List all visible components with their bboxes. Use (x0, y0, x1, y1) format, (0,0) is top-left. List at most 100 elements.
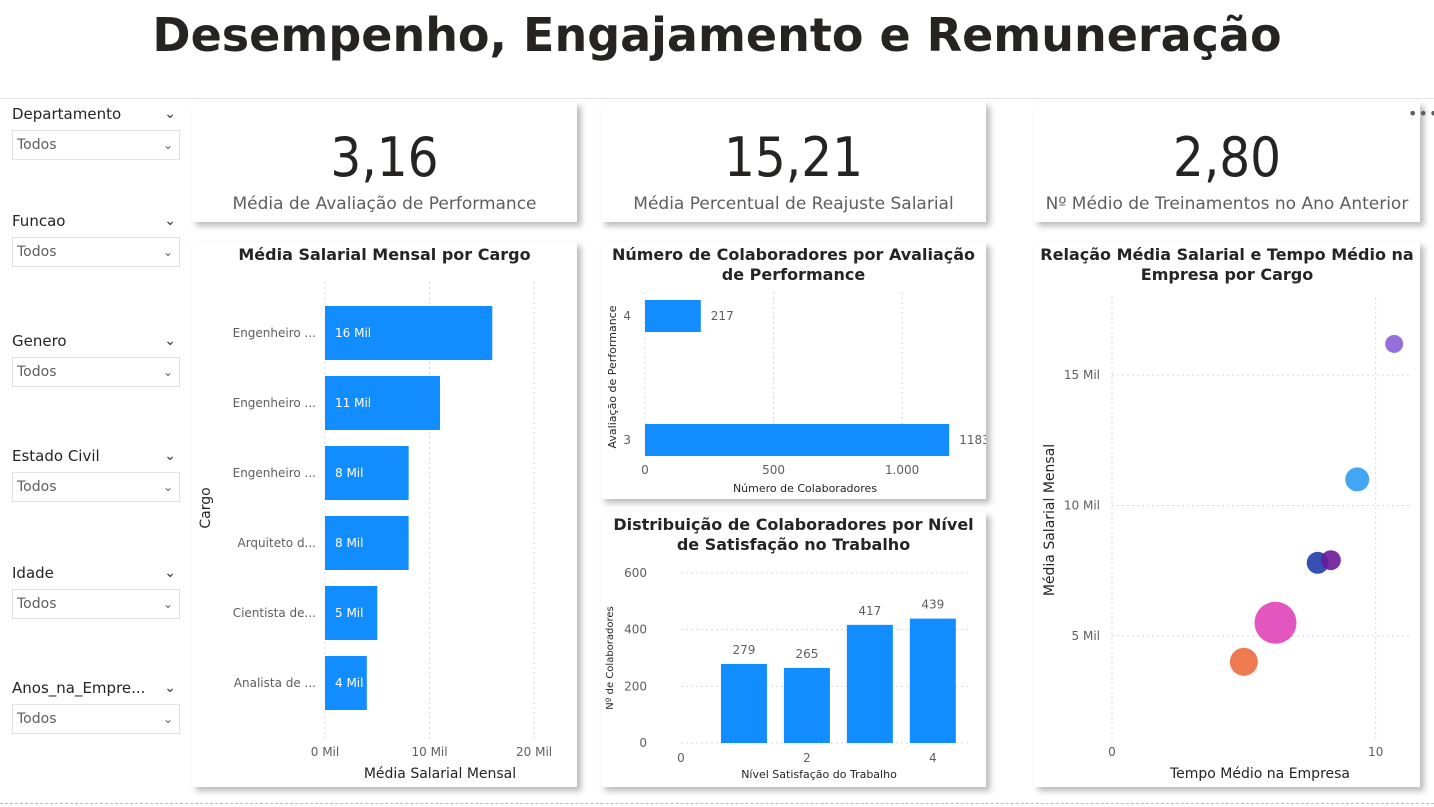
satisfaction-chart: Nº de Colaboradores Nível Satisfação do … (605, 566, 968, 781)
category-label: Cientista de... (233, 606, 316, 620)
slicer-label[interactable]: Anos_na_Empre... ⌄ (12, 679, 176, 697)
chart-card-satisfaction[interactable]: Distribuição de Colaboradores por Nível … (601, 512, 986, 787)
bar (325, 586, 378, 640)
chevron-down-icon: ⌄ (162, 245, 173, 259)
kpi-card-treinamentos[interactable]: 2,80 Nº Médio de Treinamentos no Ano Ant… (1034, 102, 1420, 222)
y-tick-label: 10 Mil (1064, 498, 1100, 512)
slicer-label[interactable]: Estado Civil ⌄ (12, 447, 176, 465)
bar (325, 376, 440, 430)
slicer-label[interactable]: Idade ⌄ (12, 564, 176, 582)
bar-data-label: 417 (858, 604, 881, 618)
x-tick-label: 4 (929, 751, 937, 765)
x-axis-title: Número de Colaboradores (733, 482, 877, 495)
bar (645, 300, 701, 332)
x-axis-title: Tempo Médio na Empresa (1169, 766, 1350, 782)
x-axis-title: Média Salarial Mensal (364, 766, 516, 782)
slicer-label[interactable]: Funcao ⌄ (12, 212, 176, 230)
x-tick-label: 20 Mil (516, 745, 552, 759)
chart-title: Número de Colaboradores por Avaliação de… (611, 245, 976, 284)
slicer-dropdown[interactable]: Todos ⌄ (12, 130, 180, 160)
slicer-dropdown[interactable]: Todos ⌄ (12, 237, 180, 267)
chevron-down-icon[interactable]: ⌄ (164, 680, 176, 696)
bar (325, 306, 493, 360)
chart-card-employees-by-rating[interactable]: Número de Colaboradores por Avaliação de… (601, 242, 986, 499)
chevron-down-icon: ⌄ (162, 365, 173, 379)
chevron-down-icon: ⌄ (162, 138, 173, 152)
salary-by-role-chart: Cargo Média Salarial Mensal 0 Mil 10 Mil 2… (198, 282, 552, 782)
slicer-dropdown[interactable]: Todos ⌄ (12, 704, 180, 734)
bar-data-label: 16 Mil (335, 326, 371, 340)
category-label: Analista de ... (234, 676, 316, 690)
slicer-label[interactable]: Departamento ⌄ (12, 105, 176, 123)
chevron-down-icon[interactable]: ⌄ (164, 106, 176, 122)
scatter-point (1320, 550, 1341, 571)
salary-vs-tenure-chart: Média Salarial Mensal Tempo Médio na Emp… (1042, 297, 1410, 782)
y-tick-label: 15 Mil (1064, 368, 1100, 382)
kpi-label: Média de Avaliação de Performance (232, 194, 537, 214)
chevron-down-icon[interactable]: ⌄ (164, 213, 176, 229)
bar-data-label: 1183 (959, 433, 986, 447)
y-tick-label: 600 (624, 566, 647, 580)
bar-data-label: 5 Mil (335, 606, 363, 620)
header-divider (0, 98, 1434, 99)
chart-card-salary-vs-tenure[interactable]: Relação Média Salarial e Tempo Médio na … (1034, 242, 1420, 787)
scatter-point (1345, 467, 1370, 492)
category-label: 4 (623, 309, 631, 323)
y-tick-label: 0 (639, 736, 647, 750)
slicer-dropdown[interactable]: Todos ⌄ (12, 589, 180, 619)
kpi-value: 3,16 (330, 126, 439, 189)
bar (909, 618, 956, 743)
chevron-down-icon[interactable]: ⌄ (164, 448, 176, 464)
kpi-card-reajuste[interactable]: 15,21 Média Percentual de Reajuste Salar… (601, 102, 986, 222)
category-label: Engenheiro ... (233, 466, 316, 480)
slicer-dropdown[interactable]: Todos ⌄ (12, 357, 180, 387)
scatter-point (1254, 601, 1297, 644)
slicer-idade: Idade ⌄ Todos ⌄ (12, 563, 180, 619)
x-tick-label: 10 Mil (411, 745, 447, 759)
bar (783, 667, 830, 743)
y-axis-title: Nº de Colaboradores (605, 606, 616, 709)
scatter-point (1385, 334, 1404, 353)
y-tick-label: 400 (624, 623, 647, 637)
y-axis-title: Média Salarial Mensal (1042, 444, 1058, 596)
slicer-anos-na-empresa: Anos_na_Empre... ⌄ Todos ⌄ (12, 678, 180, 734)
chart-card-salary-by-role[interactable]: Média Salarial Mensal por Cargo Cargo Mé… (192, 242, 577, 787)
x-tick-label: 0 (1108, 745, 1116, 759)
kpi-value: 2,80 (1172, 126, 1282, 189)
bar-data-label: 11 Mil (335, 396, 371, 410)
bar (846, 624, 893, 743)
x-tick-label: 0 (677, 751, 685, 765)
y-axis-title: Cargo (198, 487, 214, 528)
chevron-down-icon: ⌄ (162, 597, 173, 611)
bar (325, 516, 409, 570)
slicer-departamento: Departamento ⌄ Todos ⌄ (12, 104, 180, 160)
slicer-estado-civil: Estado Civil ⌄ Todos ⌄ (12, 446, 180, 502)
category-label: Arquiteto d... (238, 536, 317, 550)
more-options-icon[interactable]: ••• (1408, 104, 1434, 123)
chevron-down-icon[interactable]: ⌄ (164, 333, 176, 349)
bar-data-label: 8 Mil (335, 536, 363, 550)
bar-data-label: 279 (733, 643, 756, 657)
slicer-label[interactable]: Genero ⌄ (12, 332, 176, 350)
bar-data-label: 4 Mil (335, 676, 363, 690)
category-label: Engenheiro ... (233, 396, 316, 410)
slicer-dropdown[interactable]: Todos ⌄ (12, 472, 180, 502)
y-axis-title: Avaliação de Performance (606, 305, 619, 448)
x-tick-label: 0 (641, 463, 649, 477)
bar-data-label: 8 Mil (335, 466, 363, 480)
chart-title: Distribuição de Colaboradores por Nível … (613, 515, 974, 554)
bar (720, 663, 767, 743)
x-tick-label: 500 (762, 463, 785, 477)
x-tick-label: 1.000 (885, 463, 919, 477)
kpi-label: Média Percentual de Reajuste Salarial (633, 194, 954, 214)
bar-data-label: 217 (711, 309, 734, 323)
category-label: 3 (623, 433, 631, 447)
y-tick-label: 5 Mil (1072, 629, 1100, 643)
bar-data-label: 265 (795, 647, 818, 661)
chevron-down-icon[interactable]: ⌄ (164, 565, 176, 581)
page-bottom-divider (0, 803, 1434, 804)
bar (325, 446, 409, 500)
kpi-label: Nº Médio de Treinamentos no Ano Anterior (1045, 194, 1409, 214)
chevron-down-icon: ⌄ (162, 480, 173, 494)
kpi-card-performance[interactable]: 3,16 Média de Avaliação de Performance (192, 102, 577, 222)
